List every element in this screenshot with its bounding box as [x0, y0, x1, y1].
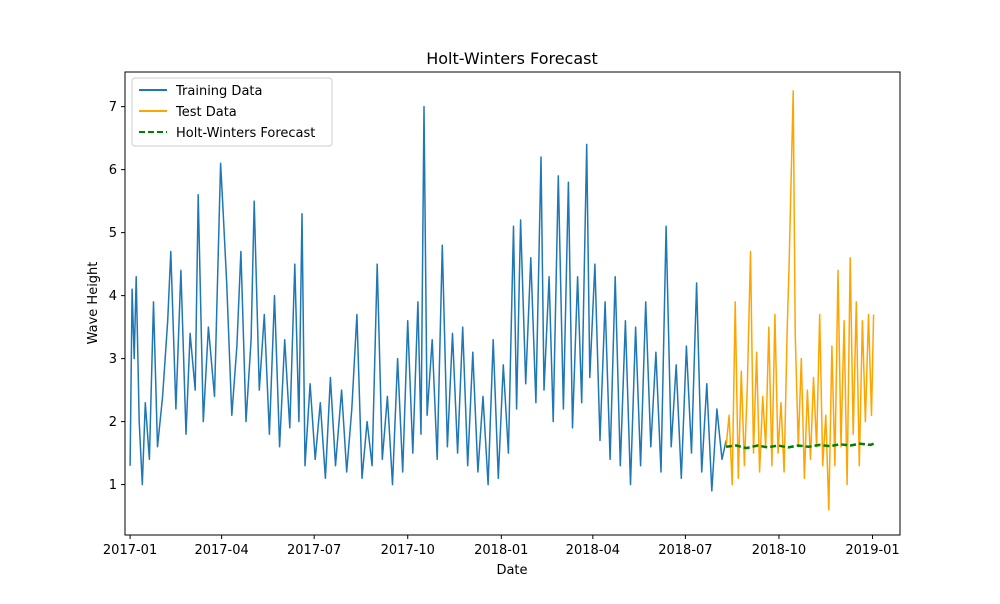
training-data-line: [129, 105, 727, 492]
y-tick-label: 6: [109, 163, 117, 178]
x-tick-label: 2019-01: [845, 543, 899, 558]
x-tick-label: 2017-01: [103, 543, 157, 558]
chart-title: Holt-Winters Forecast: [426, 49, 598, 68]
x-tick-label: 2017-10: [381, 543, 435, 558]
legend-label-training: Training Data: [175, 84, 262, 99]
x-axis: 2017-01 2017-04 2017-07 2017-10 2018-01 2018-…: [103, 535, 900, 558]
x-tick-label: 2018-04: [566, 543, 620, 558]
y-tick-label: 7: [109, 100, 117, 115]
x-axis-label: Date: [496, 563, 527, 578]
x-tick-label: 2018-07: [658, 543, 712, 558]
x-tick-label: 2017-04: [194, 543, 248, 558]
plot-area: [129, 90, 875, 511]
legend-label-test: Test Data: [175, 105, 237, 120]
x-tick-label: 2018-01: [474, 543, 528, 558]
test-data-line: [725, 90, 875, 511]
legend-label-forecast: Holt-Winters Forecast: [176, 126, 315, 141]
y-axis: 1 2 3 4 5 6 7: [109, 100, 125, 493]
x-tick-label: 2017-07: [287, 543, 341, 558]
y-tick-label: 2: [109, 415, 117, 430]
y-tick-label: 1: [109, 478, 117, 493]
y-tick-label: 5: [109, 226, 117, 241]
x-tick-label: 2018-10: [752, 543, 806, 558]
y-tick-label: 3: [109, 352, 117, 367]
legend-box: [131, 77, 333, 147]
y-tick-label: 4: [109, 289, 117, 304]
holt-winters-forecast-line: [725, 442, 875, 450]
plot-frame: [124, 71, 901, 536]
legend: Training Data Test Data Holt-Winters For…: [131, 77, 333, 147]
y-axis-label: Wave Height: [86, 262, 101, 345]
